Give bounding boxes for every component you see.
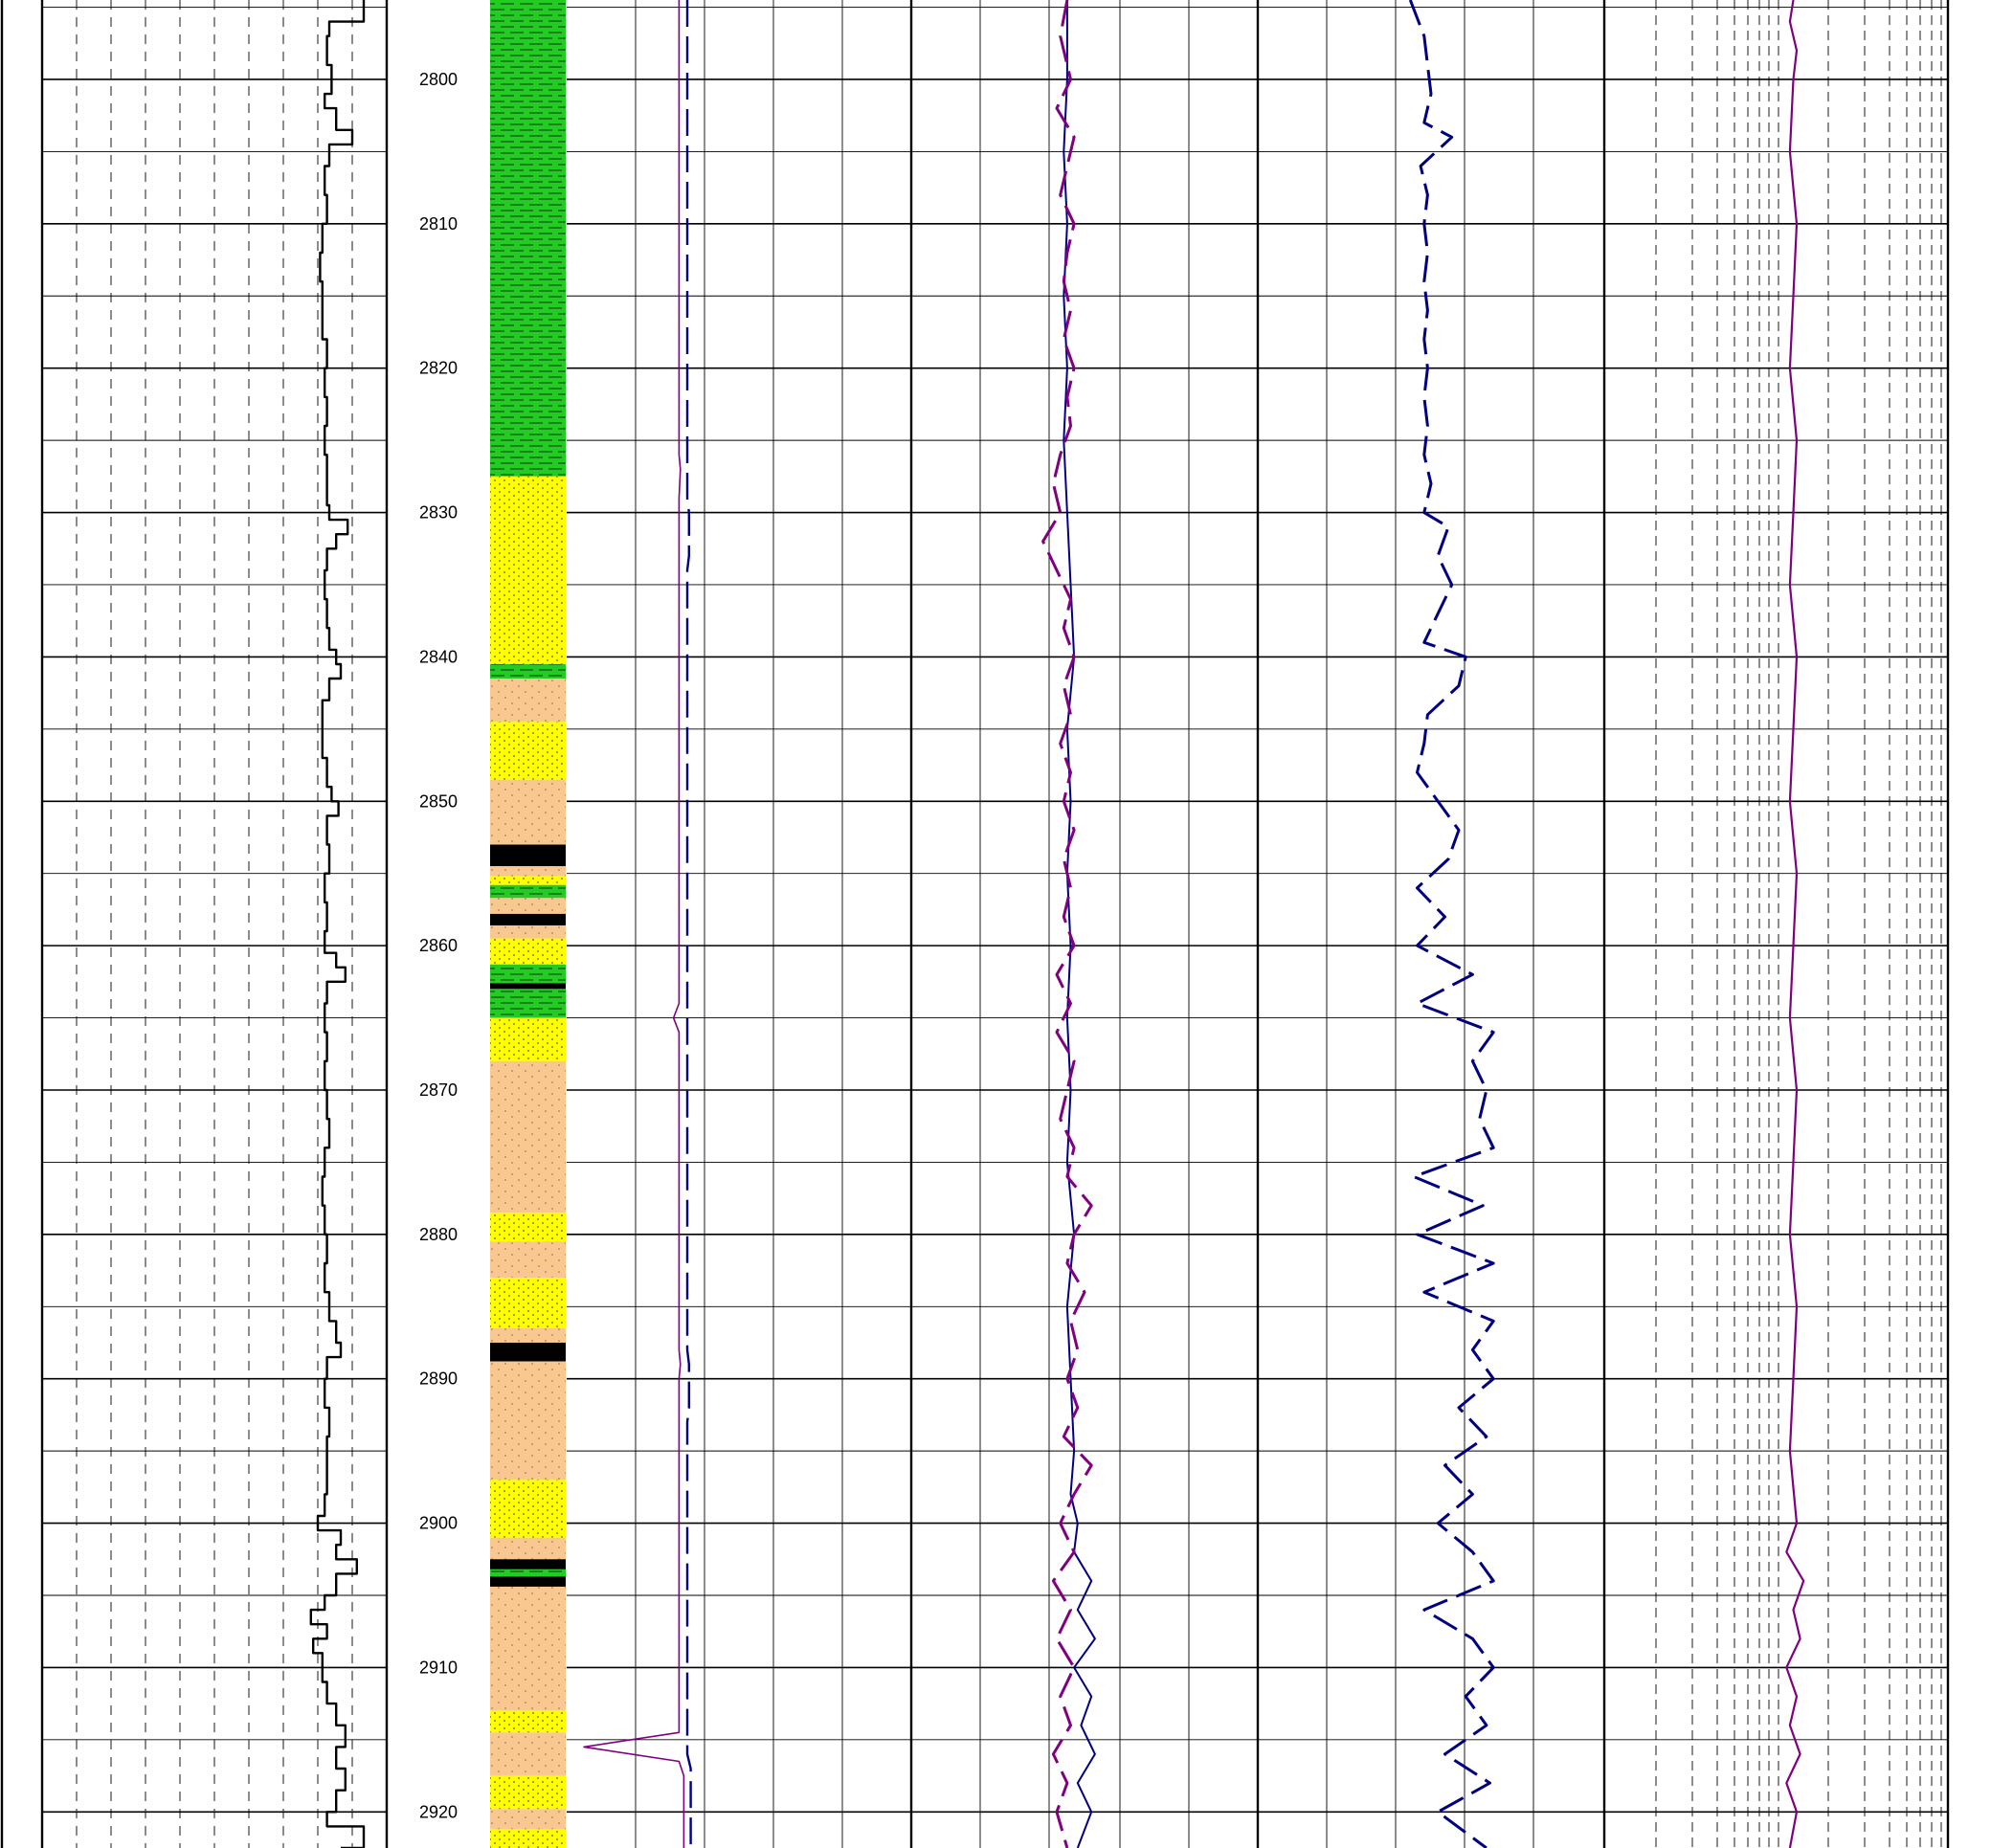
- lith-bed-silty_sand: [490, 866, 566, 877]
- depth-label: 2890: [419, 1369, 458, 1389]
- curve-res_deep: [1063, 0, 1096, 1848]
- lith-bed-sandstone: [490, 476, 566, 664]
- log-curves: [309, 0, 1805, 1848]
- curve-gr: [309, 0, 366, 1848]
- lith-bed-sandstone: [490, 1278, 566, 1328]
- lith-bed-sandstone: [490, 938, 566, 965]
- depth-label: 2920: [419, 1802, 458, 1821]
- depth-label: 2800: [419, 70, 458, 89]
- depth-label: 2810: [419, 214, 458, 234]
- lith-bed-coal: [490, 983, 566, 990]
- lith-bed-silty_sand: [490, 1060, 566, 1213]
- lith-bed-coal: [490, 844, 566, 867]
- lith-bed-shale: [490, 884, 566, 899]
- lith-bed-sandstone: [490, 1480, 566, 1538]
- lith-bed-silty_sand: [490, 1586, 566, 1711]
- lith-bed-coal: [490, 1342, 566, 1362]
- curve-last: [1785, 0, 1805, 1848]
- lith-bed-coal: [490, 1576, 566, 1587]
- lith-bed-coal: [490, 913, 566, 926]
- depth-label: 2910: [419, 1658, 458, 1677]
- curve-cali: [685, 0, 692, 1848]
- depth-label: 2870: [419, 1080, 458, 1100]
- lith-bed-shale: [490, 989, 566, 1018]
- curve-cali: [583, 0, 685, 1848]
- lith-bed-shale: [490, 964, 566, 984]
- lith-bed-silty_sand: [490, 1809, 566, 1830]
- depth-label: 2880: [419, 1225, 458, 1244]
- lith-bed-sandstone: [490, 722, 566, 780]
- lith-bed-silty_sand: [490, 1732, 566, 1776]
- lithology-column: [490, 0, 566, 1848]
- lith-bed-silty_sand: [490, 1241, 566, 1279]
- lith-bed-shale: [490, 663, 566, 679]
- depth-label: 2830: [419, 503, 458, 523]
- lith-bed-sandstone: [490, 1829, 566, 1848]
- lith-bed-silty_sand: [490, 1361, 566, 1481]
- lith-bed-silty_sand: [490, 898, 566, 914]
- lith-bed-shale: [490, 0, 566, 477]
- lith-bed-silty_sand: [490, 925, 566, 939]
- lith-bed-sandstone: [490, 1017, 566, 1061]
- lith-bed-silty_sand: [490, 1537, 566, 1560]
- depth-label: 2860: [419, 936, 458, 955]
- curve-sonic: [1408, 0, 1495, 1848]
- track-grid: [0, 0, 1950, 1848]
- depth-labels: 2800 2810 2820 2830 2840 2850 2860 2870 2880 2890…: [419, 70, 458, 1821]
- depth-label: 2840: [419, 647, 458, 666]
- lith-bed-sandstone: [490, 876, 566, 885]
- lith-bed-shale: [490, 1569, 566, 1577]
- lith-bed-sandstone: [490, 1775, 566, 1810]
- lith-bed-silty_sand: [490, 1327, 566, 1343]
- curve-res_shallow: [1041, 0, 1093, 1848]
- depth-label: 2900: [419, 1514, 458, 1533]
- lith-bed-silty_sand: [490, 679, 566, 723]
- lith-bed-coal: [490, 1559, 566, 1570]
- depth-label: 2850: [419, 791, 458, 811]
- lith-bed-sandstone: [490, 1213, 566, 1242]
- depth-label: 2820: [419, 359, 458, 378]
- lith-bed-sandstone: [490, 1710, 566, 1733]
- lith-bed-silty_sand: [490, 779, 566, 845]
